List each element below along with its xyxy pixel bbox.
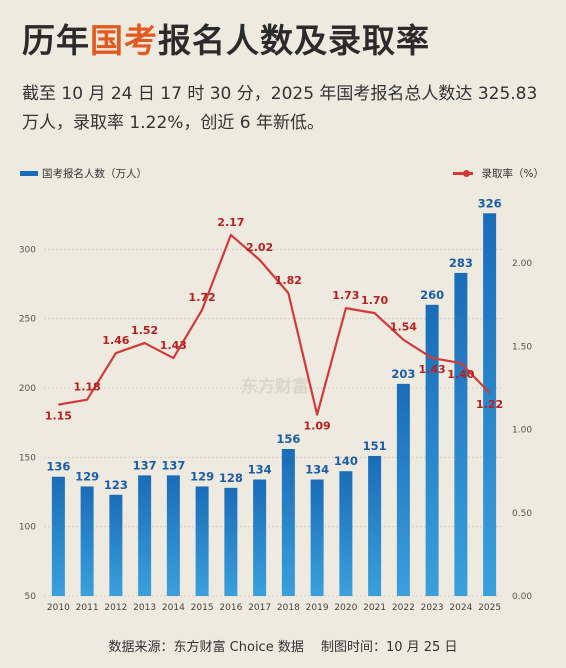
x-tick-label: 2021 — [363, 603, 386, 613]
rate-value-label: 1.72 — [189, 291, 216, 304]
bar — [310, 479, 324, 596]
subtitle: 截至 10 月 24 日 17 时 30 分，2025 年国考报名总人数达 32… — [22, 84, 538, 133]
left-tick-label: 50 — [25, 592, 37, 602]
bar — [368, 455, 382, 596]
bar-value-label: 326 — [478, 196, 502, 210]
bar — [483, 213, 497, 596]
title-highlight: 国考 — [90, 21, 158, 60]
bar-value-label: 156 — [276, 432, 300, 446]
bar-value-label: 123 — [104, 478, 128, 492]
right-tick-label: 1.50 — [512, 342, 532, 352]
right-tick-label: 1.00 — [512, 426, 532, 436]
bar-value-label: 136 — [46, 460, 70, 474]
bar — [195, 486, 209, 596]
x-tick-label: 2025 — [478, 603, 501, 613]
legend-bar-swatch — [20, 171, 38, 176]
rate-value-label: 1.22 — [476, 398, 503, 411]
legend-bars: 国考报名人数（万人） — [20, 166, 147, 181]
x-tick-label: 2023 — [421, 603, 444, 613]
x-tick-label: 2016 — [219, 603, 242, 613]
bar — [109, 494, 123, 596]
legend-line-dot — [462, 170, 470, 177]
x-tick-label: 2020 — [334, 603, 357, 613]
bar-value-label: 134 — [248, 463, 272, 477]
bar-value-label: 129 — [190, 469, 214, 483]
x-tick-label: 2010 — [47, 603, 70, 613]
bar-value-label: 140 — [334, 454, 358, 468]
left-tick-label: 250 — [19, 315, 36, 325]
bar — [51, 476, 65, 596]
x-tick-label: 2011 — [76, 603, 99, 613]
x-tick-label: 2022 — [392, 603, 415, 613]
rate-value-label: 1.46 — [102, 334, 129, 347]
page-title: 历年国考报名人数及录取率 — [22, 14, 430, 62]
watermark: 东方财富 — [241, 376, 309, 397]
bar — [80, 486, 94, 596]
bar — [425, 304, 439, 596]
bar — [253, 479, 267, 596]
bar — [224, 487, 238, 596]
left-tick-label: 100 — [19, 523, 36, 533]
legend-line: 录取率（%） — [452, 166, 544, 181]
rate-line — [58, 233, 491, 416]
right-tick-label: 0.50 — [512, 509, 532, 519]
rate-value-label: 2.17 — [217, 216, 244, 229]
bar-value-label: 134 — [305, 463, 329, 477]
left-tick-label: 200 — [19, 384, 36, 394]
left-tick-label: 150 — [19, 453, 36, 463]
bar-value-label: 137 — [161, 458, 185, 472]
bar-value-label: 129 — [75, 469, 99, 483]
x-tick-label: 2015 — [191, 603, 214, 613]
legend-line-label: 录取率（%） — [481, 168, 544, 180]
right-tick-label: 0.00 — [512, 592, 532, 602]
rate-value-label: 1.43 — [419, 363, 446, 376]
bar — [396, 383, 410, 596]
x-tick-label: 2017 — [248, 603, 271, 613]
rate-value-label: 1.40 — [447, 368, 474, 381]
bar — [166, 475, 180, 596]
rate-value-label: 1.73 — [332, 289, 359, 302]
title-prefix: 历年 — [22, 21, 90, 60]
legend-bar-label: 国考报名人数（万人） — [42, 168, 147, 180]
bar-value-label: 260 — [420, 288, 444, 302]
rate-value-label: 1.70 — [361, 294, 388, 307]
right-tick-label: 2.00 — [512, 259, 532, 269]
bar-value-label: 151 — [363, 439, 387, 453]
bar-value-label: 203 — [391, 367, 415, 381]
bar — [454, 272, 468, 596]
bar — [281, 449, 295, 596]
rate-value-label: 1.82 — [275, 274, 302, 287]
bar-value-label: 283 — [449, 256, 473, 270]
title-suffix: 报名人数及录取率 — [158, 21, 430, 60]
bar-value-label: 128 — [219, 471, 243, 485]
rate-value-label: 1.52 — [131, 324, 158, 337]
x-tick-label: 2012 — [104, 603, 127, 613]
rate-value-label: 1.15 — [45, 410, 72, 423]
bar — [138, 475, 152, 596]
rate-value-label: 1.54 — [390, 321, 417, 334]
x-tick-label: 2014 — [162, 603, 185, 613]
x-tick-label: 2024 — [449, 603, 472, 613]
x-tick-label: 2019 — [306, 603, 329, 613]
bar-value-label: 137 — [133, 458, 157, 472]
x-tick-label: 2018 — [277, 603, 300, 613]
x-tick-label: 2013 — [133, 603, 156, 613]
rate-value-label: 1.18 — [74, 381, 101, 394]
left-tick-label: 300 — [19, 245, 36, 255]
rate-value-label: 1.43 — [160, 339, 187, 352]
rate-value-label: 1.09 — [304, 420, 331, 433]
rate-value-label: 2.02 — [246, 241, 273, 254]
bar — [339, 471, 353, 596]
footer-source: 数据来源：东方财富 Choice 数据 制图时间：10 月 25 日 — [108, 640, 458, 655]
